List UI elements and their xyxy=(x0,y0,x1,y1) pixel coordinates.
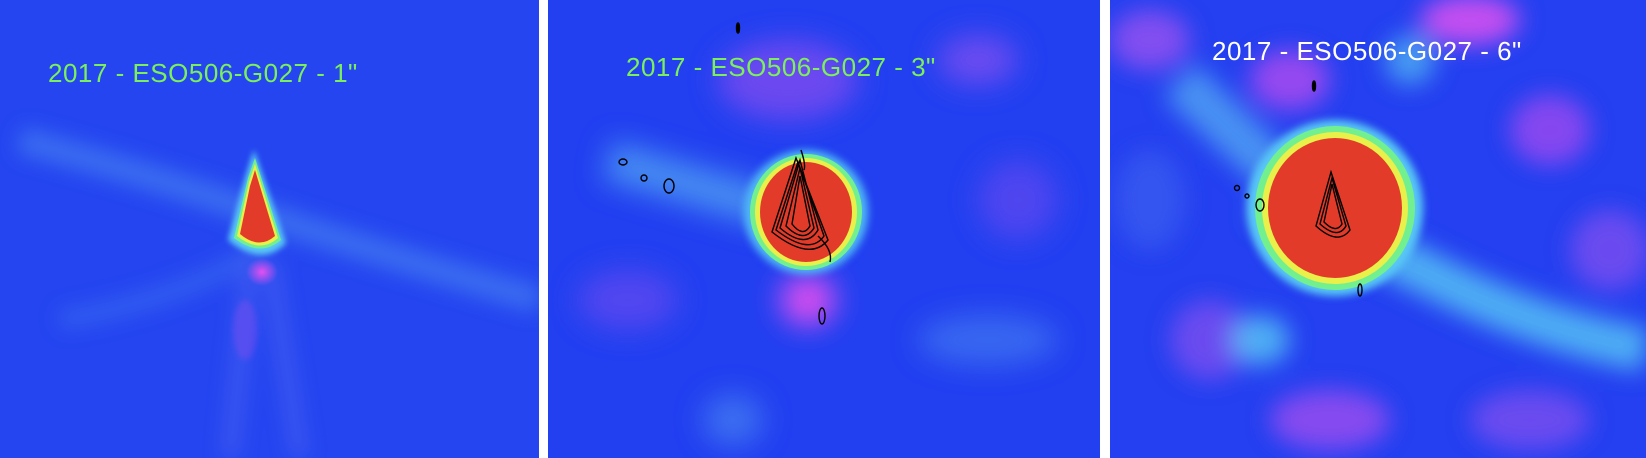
panel-1-arcsec: 2017 - ESO506-G027 - 1" xyxy=(0,0,539,458)
panel-title-3: 2017 - ESO506-G027 - 6" xyxy=(1212,36,1522,66)
panel-6-arcsec: 2017 - ESO506-G027 - 6" xyxy=(1110,0,1646,458)
panel-title-1: 2017 - ESO506-G027 - 1" xyxy=(48,58,358,88)
source-emission xyxy=(228,150,286,255)
source-emission xyxy=(1247,120,1423,296)
diffuse-emission xyxy=(578,35,1058,445)
contours xyxy=(1233,80,1363,297)
panel-title-2: 2017 - ESO506-G027 - 3" xyxy=(626,52,936,82)
source-emission xyxy=(744,150,868,274)
radio-map-1-arcsec xyxy=(0,0,539,458)
magenta-blob xyxy=(246,258,278,286)
radio-map-6-arcsec xyxy=(1110,0,1646,458)
radio-map-3-arcsec xyxy=(548,0,1100,458)
panel-3-arcsec: 2017 - ESO506-G027 - 3" xyxy=(548,0,1100,458)
contours xyxy=(618,22,832,325)
